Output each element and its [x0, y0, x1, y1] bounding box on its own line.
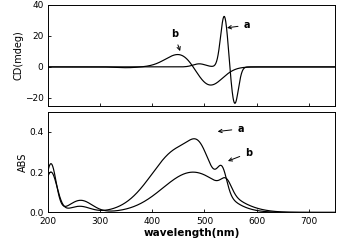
Y-axis label: CD(mdeg): CD(mdeg) — [13, 30, 23, 80]
Text: b: b — [229, 148, 252, 161]
Y-axis label: ABS: ABS — [18, 152, 28, 172]
Text: b: b — [171, 29, 180, 50]
Text: a: a — [219, 124, 244, 134]
Text: a: a — [228, 20, 250, 30]
X-axis label: wavelength(nm): wavelength(nm) — [143, 228, 240, 238]
